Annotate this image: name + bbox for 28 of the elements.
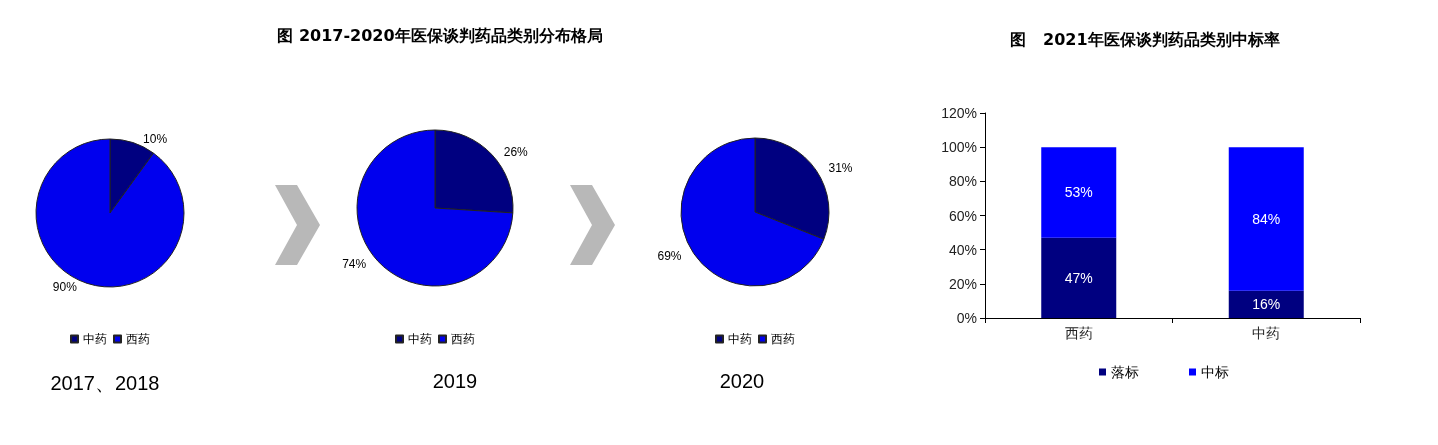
text: 2019 xyxy=(431,370,479,393)
y-tick-label: 120% xyxy=(941,105,977,121)
chart-title: 图 2021年医保谈判药品类别中标率 xyxy=(1010,29,1280,49)
y-tick-label: 60% xyxy=(948,207,977,224)
y-tick-label: 0% xyxy=(956,310,977,326)
text: 2017、2018 xyxy=(49,371,161,396)
legend-label: 中标 xyxy=(1201,364,1229,380)
data-label: 47% xyxy=(1064,269,1093,286)
data-label: 16% xyxy=(1252,296,1281,313)
data-label: 90% xyxy=(52,280,78,295)
bar xyxy=(1228,147,1304,291)
y-tick-label: 100% xyxy=(941,139,977,156)
text: 图 2017-2020年医保谈判药品类别分布格局 xyxy=(276,26,604,47)
data-label: 53% xyxy=(1064,184,1093,201)
bar xyxy=(1041,147,1117,238)
data-label: 31% xyxy=(828,161,853,176)
y-tick-label: 20% xyxy=(948,275,977,292)
data-label: 84% xyxy=(1252,210,1281,227)
data-label: 26% xyxy=(503,144,529,159)
y-tick-label: 40% xyxy=(948,241,977,258)
y-tick-label: 80% xyxy=(948,173,977,190)
data-label: 10% xyxy=(143,131,168,146)
legend-label: 落标 xyxy=(1111,364,1139,380)
data-label: 74% xyxy=(342,257,367,272)
data-label: 69% xyxy=(657,248,682,263)
bar xyxy=(1041,237,1117,318)
text: 2020 xyxy=(718,370,766,393)
bar xyxy=(1228,290,1304,318)
